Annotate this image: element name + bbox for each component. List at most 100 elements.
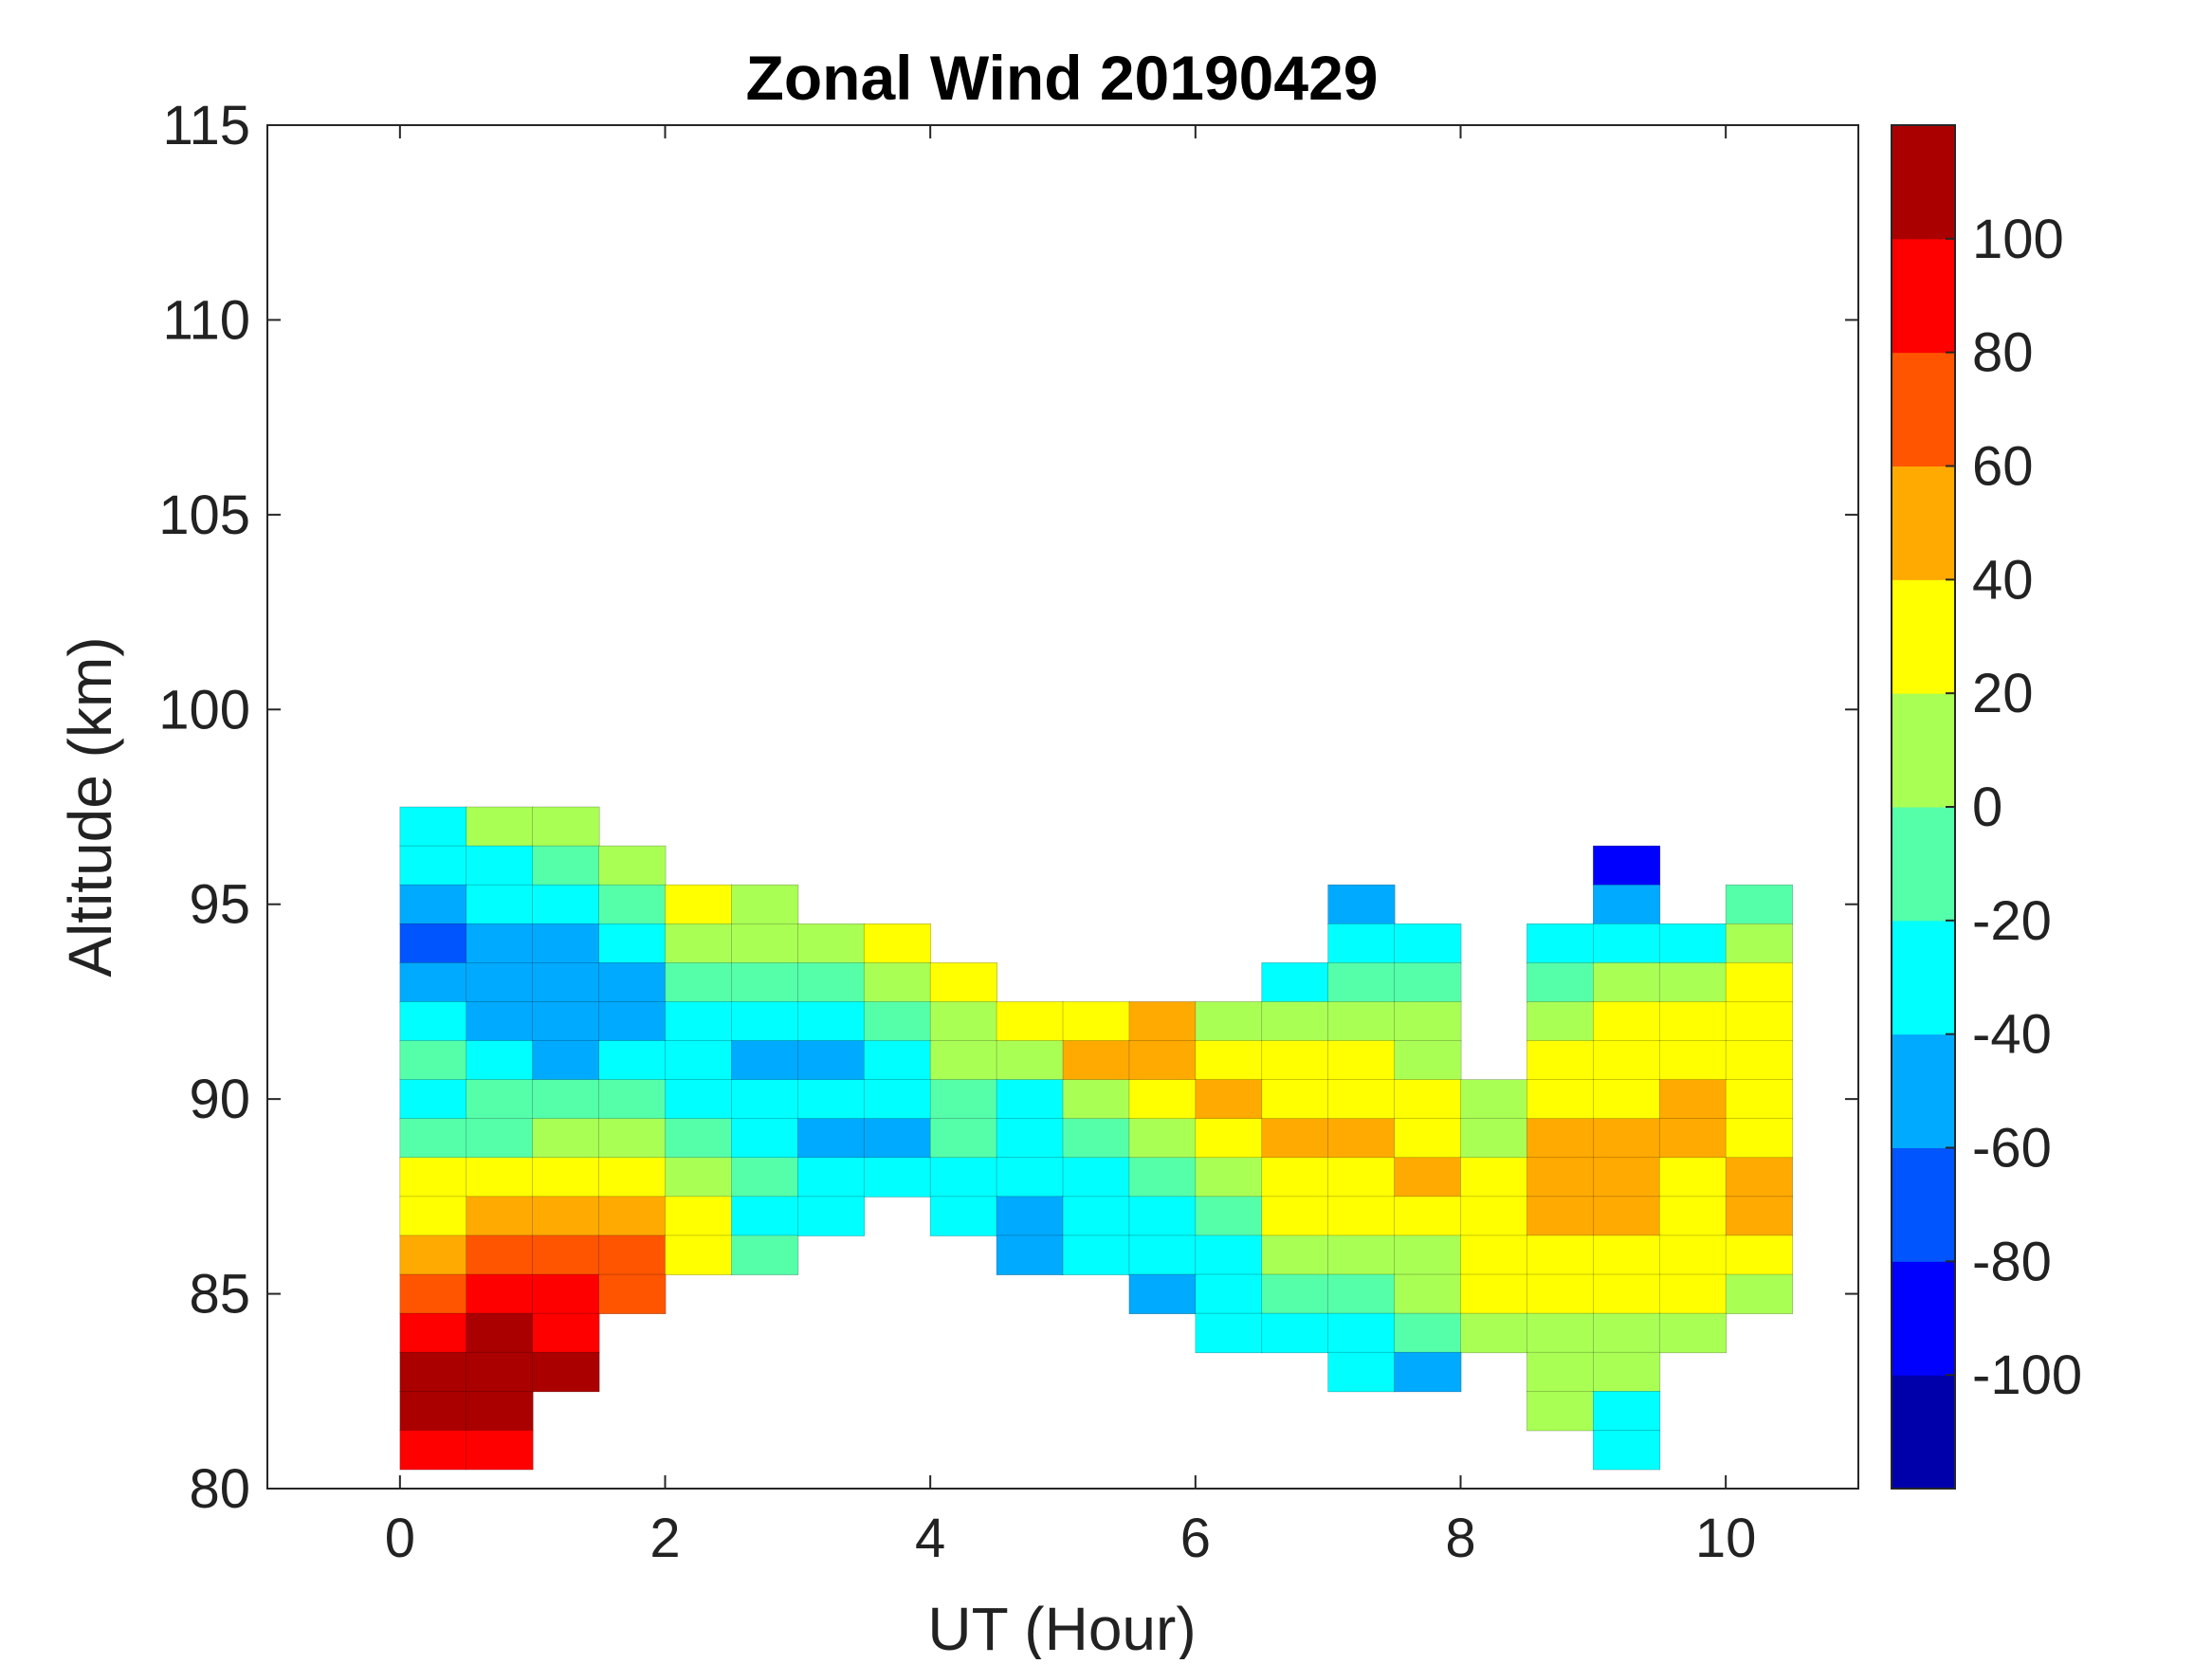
heatmap-cells — [399, 806, 1793, 1471]
heatmap-cell — [532, 962, 600, 1003]
heatmap-cell — [598, 1157, 667, 1198]
x-tick-label: 4 — [915, 1508, 945, 1569]
heatmap-cell — [1658, 923, 1728, 964]
heatmap-cell — [466, 1312, 534, 1354]
heatmap-cell — [665, 923, 733, 964]
heatmap-cell — [1526, 1273, 1595, 1315]
colorbar-band — [1892, 579, 1955, 694]
heatmap-cell — [1261, 1312, 1329, 1354]
heatmap-cell — [863, 1157, 932, 1198]
heatmap-cell — [1725, 962, 1793, 1003]
y-tick-label: 100 — [158, 679, 250, 741]
heatmap-cell — [1394, 1196, 1462, 1236]
heatmap-cell — [665, 1001, 733, 1042]
heatmap-cell — [1394, 1273, 1462, 1315]
heatmap-cell — [399, 1118, 467, 1159]
heatmap-cell — [1593, 845, 1661, 887]
heatmap-cell — [1128, 1079, 1197, 1120]
colorbar-tick-label: 20 — [1972, 663, 2034, 724]
heatmap-cell — [1062, 1118, 1130, 1159]
heatmap-cell — [1593, 1118, 1661, 1159]
heatmap-cell — [1394, 962, 1462, 1003]
heatmap-cell — [1327, 1196, 1396, 1236]
heatmap-cell — [1526, 1234, 1595, 1275]
heatmap-cell — [1128, 1001, 1197, 1042]
heatmap-cell — [1394, 1351, 1462, 1393]
heatmap-cell — [1261, 1079, 1329, 1120]
heatmap-cell — [1658, 1312, 1728, 1354]
heatmap-cell — [1593, 1040, 1661, 1081]
heatmap-cell — [1725, 1234, 1793, 1275]
colorbar-band — [1892, 466, 1955, 580]
heatmap-cell — [1394, 1312, 1462, 1354]
heatmap-cell — [1526, 1001, 1595, 1042]
heatmap-cell — [929, 1040, 997, 1081]
heatmap-cell — [1526, 1351, 1595, 1393]
heatmap-cell — [1327, 1118, 1396, 1159]
heatmap-cell — [1593, 1234, 1661, 1275]
x-tick-label: 6 — [1180, 1508, 1211, 1569]
heatmap-cell — [1128, 1040, 1197, 1081]
heatmap-cell — [466, 923, 534, 964]
heatmap-cell — [598, 1234, 667, 1275]
y-tick-label: 105 — [158, 485, 250, 546]
heatmap-cell — [466, 1079, 534, 1120]
heatmap-cell — [1261, 1118, 1329, 1159]
heatmap-cell — [665, 1079, 733, 1120]
heatmap-cell — [399, 1430, 467, 1471]
heatmap-cell — [1593, 1079, 1661, 1120]
x-tick-label: 10 — [1695, 1508, 1757, 1569]
heatmap-cell — [731, 1234, 799, 1275]
chart-title: Zonal Wind 20190429 — [746, 43, 1379, 113]
heatmap-cell — [1593, 962, 1661, 1003]
heatmap-cell — [1460, 1312, 1528, 1354]
heatmap-cell — [797, 962, 866, 1003]
heatmap-cell — [466, 1390, 534, 1432]
heatmap-cell — [1593, 1430, 1661, 1471]
heatmap-cell — [1394, 1234, 1462, 1275]
heatmap-cell — [1261, 1234, 1329, 1275]
heatmap-cell — [863, 1001, 932, 1042]
heatmap-cell — [929, 1118, 997, 1159]
heatmap-cell — [1261, 1196, 1329, 1236]
heatmap-cell — [466, 1234, 534, 1275]
heatmap-cell — [532, 1196, 600, 1236]
heatmap-cell — [731, 1196, 799, 1236]
heatmap-cell — [996, 1118, 1064, 1159]
heatmap-cell — [1725, 1157, 1793, 1198]
heatmap-cell — [797, 1118, 866, 1159]
heatmap-cell — [1195, 1118, 1263, 1159]
heatmap-cell — [996, 1040, 1064, 1081]
heatmap-cell — [532, 806, 600, 847]
heatmap-cell — [797, 1079, 866, 1120]
heatmap-cell — [1327, 962, 1396, 1003]
heatmap-cell — [1460, 1157, 1528, 1198]
heatmap-cell — [1195, 1234, 1263, 1275]
colorbar-band — [1892, 807, 1955, 922]
colorbar-band — [1892, 125, 1955, 240]
heatmap-cell — [466, 806, 534, 847]
heatmap-cell — [466, 884, 534, 925]
heatmap-cell — [1327, 1312, 1396, 1354]
heatmap-cell — [1526, 1157, 1595, 1198]
heatmap-cell — [532, 1312, 600, 1354]
colorbar-tick-label: -40 — [1972, 1004, 2052, 1066]
heatmap-cell — [1593, 1001, 1661, 1042]
colorbar-tick-label: 40 — [1972, 549, 2034, 611]
heatmap-cell — [797, 923, 866, 964]
heatmap-cell — [1526, 1040, 1595, 1081]
colorbar-tick-label: 60 — [1972, 436, 2034, 498]
heatmap-cell — [665, 1196, 733, 1236]
heatmap-cell — [399, 1157, 467, 1198]
heatmap-cell — [1195, 1079, 1263, 1120]
heatmap-cell — [399, 1040, 467, 1081]
heatmap-cell — [929, 1001, 997, 1042]
heatmap-cell — [1658, 1118, 1728, 1159]
heatmap-cell — [665, 1118, 733, 1159]
heatmap-cell — [1394, 1157, 1462, 1198]
colorbar-band — [1892, 1375, 1955, 1490]
heatmap-cell — [1261, 1273, 1329, 1315]
heatmap-cell — [731, 1001, 799, 1042]
heatmap-cell — [1658, 1001, 1728, 1042]
heatmap-cell — [1593, 1351, 1661, 1393]
